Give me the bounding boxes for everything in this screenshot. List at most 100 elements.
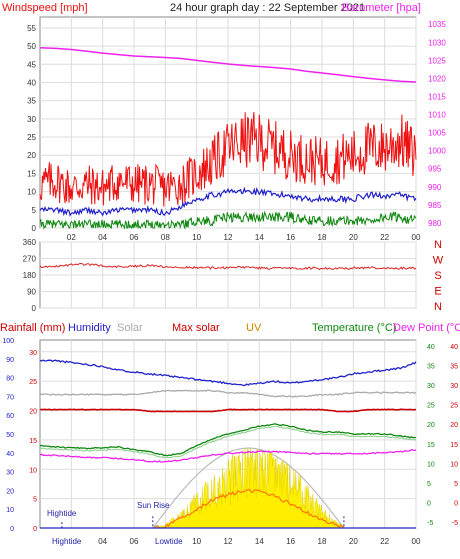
wind-x-tick-label: 20	[349, 233, 358, 242]
rain-y-tick-label: 30	[29, 350, 37, 357]
dewpoint-y-tick-label: 15	[450, 442, 458, 449]
wind-x-tick-label: 10	[192, 233, 201, 242]
legend-temperature: Temperature (°C)	[312, 322, 396, 334]
compass-label: W	[433, 255, 444, 267]
rain-y-tick-label: 20	[29, 409, 37, 416]
dewpoint-y-tick-label: 10	[450, 461, 458, 468]
weather-x-tick-label: 12	[224, 537, 233, 546]
compass-label: N	[434, 301, 442, 313]
compass-label: S	[434, 270, 441, 282]
wind-min-series-line	[39, 210, 417, 230]
temperature-y-tick-label: 40	[427, 344, 435, 351]
wind-y-tick-label: 40	[27, 78, 36, 87]
rain-y-tick-label: 5	[33, 497, 37, 504]
wind-x-tick-label: 00	[412, 233, 421, 242]
wind-x-tick-label: 06	[130, 233, 139, 242]
weather-x-tick-label: 10	[192, 537, 201, 546]
solar-series-line	[39, 389, 417, 398]
gust-series-line	[39, 112, 417, 207]
temperature-y-tick-label: -5	[427, 520, 433, 527]
weather-x-tick-label: 14	[255, 537, 264, 546]
wind-x-tick-label: 14	[255, 233, 264, 242]
humidity-y-tick-label: 40	[6, 451, 14, 458]
humidity-y-tick-label: 70	[6, 394, 14, 401]
wind-y-tick-label: 20	[27, 151, 36, 160]
hightide-bottom-label: Hightide	[52, 537, 82, 546]
dewpoint-y-tick-label: 20	[450, 422, 458, 429]
weather-x-tick-label: 18	[318, 537, 327, 546]
max-solar-series-line	[39, 408, 417, 413]
dewpoint-y-tick-label: 30	[450, 383, 458, 390]
wind-x-tick-label: 16	[286, 233, 295, 242]
barometer-y-tick-label: 985	[428, 201, 442, 210]
temperature-y-tick-label: 10	[427, 461, 435, 468]
legend-humidity: Humidity	[68, 322, 111, 334]
legend-dew-point: Dew Point (°C)	[393, 322, 460, 334]
wind-y-tick-label: 5	[32, 206, 37, 215]
theoretical-solar-curve	[152, 447, 345, 529]
wind-avg-series-line	[39, 186, 417, 217]
temperature-series-line	[39, 423, 417, 457]
legend-max-solar: Max solar	[172, 322, 220, 334]
rain-y-tick-label: 10	[29, 467, 37, 474]
rain-y-tick-label: 25	[29, 379, 37, 386]
wind-y-tick-label: 15	[27, 169, 36, 178]
direction-y-tick-label: 90	[27, 288, 36, 297]
barometer-y-tick-label: 1015	[428, 92, 446, 101]
wind-direction-series-line	[39, 262, 417, 271]
wind-y-tick-label: 55	[27, 24, 36, 33]
legend-solar: Solar	[117, 322, 143, 334]
humidity-y-tick-label: 90	[6, 357, 14, 364]
temperature-y-tick-label: 25	[427, 403, 435, 410]
direction-y-tick-label: 180	[23, 271, 37, 280]
windspeed-axis-label: Windspeed [mph]	[2, 2, 88, 14]
dew-point-series-line	[39, 449, 417, 463]
sunrise-label: Sun Rise	[137, 501, 170, 510]
barometer-y-tick-label: 1010	[428, 111, 446, 120]
legend-uv: UV	[246, 322, 262, 334]
dewpoint-y-tick-label: 25	[450, 403, 458, 410]
weather-x-tick-label: 20	[349, 537, 358, 546]
barometer-y-tick-label: 1005	[428, 129, 446, 138]
wind-y-tick-label: 25	[27, 133, 36, 142]
wind-x-tick-label: 04	[98, 233, 107, 242]
humidity-series-line	[39, 359, 417, 387]
weather-chart: 0102030405060708090100051015202530-50510…	[2, 338, 458, 546]
weather-x-tick-label: 22	[380, 537, 389, 546]
dewpoint-y-tick-label: 40	[450, 344, 458, 351]
temperature-feels-series-line	[39, 425, 416, 459]
barometer-y-tick-label: 990	[428, 183, 442, 192]
humidity-y-tick-label: 0	[10, 526, 14, 533]
barometer-y-tick-label: 1030	[428, 38, 446, 47]
temperature-y-tick-label: 35	[427, 363, 435, 370]
dewpoint-y-tick-label: -5	[452, 520, 458, 527]
dewpoint-y-tick-label: 35	[450, 363, 458, 370]
humidity-y-tick-label: 20	[6, 488, 14, 495]
wind-chart: 0510152025303540455055980985990995100010…	[27, 17, 446, 242]
uv-index-line	[152, 488, 344, 529]
dewpoint-y-tick-label: 5	[454, 481, 458, 488]
humidity-y-tick-label: 50	[6, 432, 14, 439]
barometer-y-tick-label: 995	[428, 165, 442, 174]
weather-x-tick-label: 06	[130, 537, 139, 546]
wind-y-tick-label: 45	[27, 60, 36, 69]
rain-y-tick-label: 0	[33, 526, 37, 533]
barometer-y-tick-label: 1000	[428, 147, 446, 156]
wind-x-tick-label: 22	[380, 233, 389, 242]
temperature-y-tick-label: 0	[427, 501, 431, 508]
barometer-y-tick-label: 1020	[428, 74, 446, 83]
direction-y-tick-label: 0	[32, 304, 37, 313]
weather-x-tick-label: 00	[412, 537, 421, 546]
temperature-y-tick-label: 5	[427, 481, 431, 488]
weather-x-tick-label: 16	[286, 537, 295, 546]
rain-y-tick-label: 15	[29, 438, 37, 445]
wind-y-tick-label: 30	[27, 115, 36, 124]
direction-y-tick-label: 360	[23, 238, 37, 247]
humidity-y-tick-label: 10	[6, 507, 14, 514]
compass-label: N	[434, 239, 442, 251]
wind-x-tick-label: 12	[224, 233, 233, 242]
temperature-y-tick-label: 30	[427, 383, 435, 390]
humidity-y-tick-label: 30	[6, 470, 14, 477]
